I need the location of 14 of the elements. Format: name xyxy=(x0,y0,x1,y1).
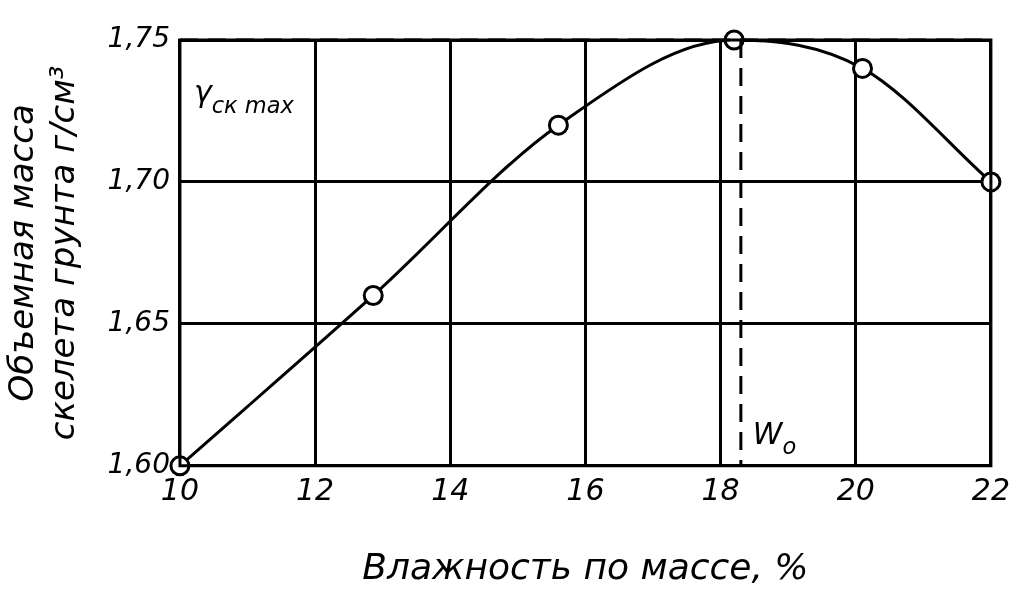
point xyxy=(362,284,384,306)
y-tick-label: 1,75 xyxy=(107,21,170,55)
x-tick-label: 12 xyxy=(296,471,335,507)
x-axis-title: Влажность по массе, % xyxy=(362,545,809,587)
point xyxy=(547,114,569,136)
y-tick-label: 1,65 xyxy=(107,305,170,339)
y-axis-title: Объемная масса скелета грунта г/см³ xyxy=(1,65,83,441)
x-tick-label: 16 xyxy=(566,471,605,507)
x-tick-label: 18 xyxy=(701,471,740,507)
x-tick-label: 20 xyxy=(836,471,875,507)
y-tick-label: 1,70 xyxy=(107,163,170,197)
x-tick-label: 14 xyxy=(431,471,470,507)
point xyxy=(852,57,874,79)
x-tick-label: 22 xyxy=(971,471,1011,507)
